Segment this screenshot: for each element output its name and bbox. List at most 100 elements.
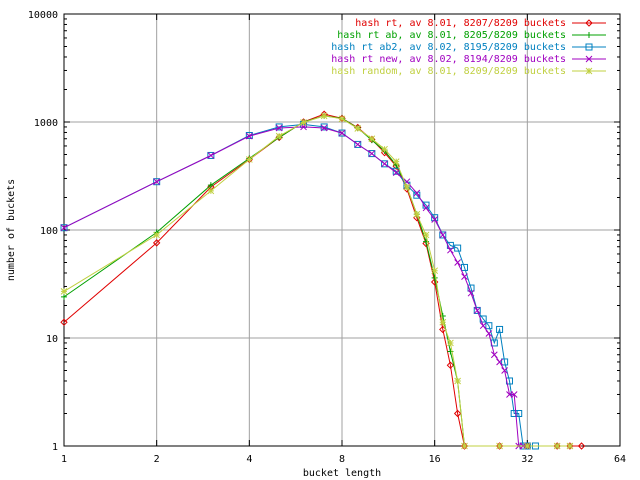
data-point bbox=[461, 442, 468, 450]
data-point bbox=[585, 67, 593, 75]
series-2 bbox=[61, 112, 573, 449]
data-point bbox=[496, 325, 504, 333]
data-point bbox=[207, 152, 215, 159]
data-point bbox=[392, 169, 400, 176]
data-point bbox=[454, 259, 461, 266]
data-point bbox=[338, 115, 346, 123]
data-point bbox=[473, 307, 481, 314]
legend-label: hash rt, av 8.01, 8207/8209 buckets bbox=[355, 18, 566, 29]
data-point bbox=[460, 263, 468, 271]
data-point bbox=[431, 274, 438, 281]
y-tick-label: 100 bbox=[40, 226, 58, 237]
data-point bbox=[447, 246, 454, 254]
data-point bbox=[338, 129, 346, 137]
data-point bbox=[585, 19, 593, 27]
data-point bbox=[381, 160, 388, 168]
x-tick-label: 2 bbox=[154, 454, 160, 465]
x-tick-label: 8 bbox=[339, 454, 345, 465]
data-point bbox=[454, 377, 461, 385]
data-point bbox=[501, 367, 508, 374]
data-point bbox=[354, 125, 362, 132]
data-point bbox=[439, 318, 447, 326]
data-point bbox=[439, 231, 447, 239]
series-line bbox=[63, 113, 582, 447]
data-point bbox=[153, 178, 161, 186]
data-point bbox=[368, 150, 376, 158]
data-point bbox=[153, 231, 161, 239]
data-point bbox=[413, 191, 421, 199]
data-point bbox=[354, 140, 362, 148]
data-point bbox=[422, 231, 430, 239]
legend-label: hash random, av 8.01, 8209/8209 buckets bbox=[331, 66, 566, 77]
y-tick-label: 10 bbox=[46, 334, 58, 345]
data-point bbox=[320, 123, 328, 131]
data-point bbox=[207, 187, 215, 195]
data-point bbox=[496, 442, 503, 450]
data-point bbox=[338, 129, 346, 137]
data-point bbox=[446, 241, 454, 249]
data-point bbox=[467, 289, 475, 297]
data-point bbox=[60, 224, 68, 232]
axis-ticks: 1 2 4 8 16 32 64 1 10 100 1000 10000 bbox=[28, 10, 626, 465]
data-point bbox=[496, 358, 503, 366]
data-point bbox=[510, 391, 518, 398]
data-point bbox=[431, 214, 439, 222]
data-point bbox=[61, 293, 67, 300]
x-tick-label: 32 bbox=[521, 454, 533, 465]
data-point bbox=[392, 167, 400, 175]
legend-label: hash rt new, av 8.02, 8194/8209 buckets bbox=[331, 54, 566, 65]
data-point bbox=[485, 322, 493, 330]
data-point bbox=[461, 273, 468, 280]
data-point bbox=[585, 55, 593, 63]
y-axis-label: number of buckets bbox=[6, 179, 17, 281]
data-point bbox=[553, 442, 561, 450]
data-point bbox=[368, 135, 376, 143]
data-point bbox=[403, 183, 411, 191]
data-point bbox=[431, 216, 439, 223]
data-point bbox=[207, 182, 214, 189]
data-point bbox=[479, 322, 487, 330]
data-point bbox=[275, 124, 283, 132]
x-tick-label: 4 bbox=[246, 454, 252, 465]
data-point bbox=[413, 210, 421, 218]
data-point bbox=[368, 150, 376, 157]
data-point bbox=[413, 189, 421, 197]
data-point bbox=[152, 239, 161, 247]
data-point bbox=[446, 361, 455, 369]
data-point bbox=[381, 160, 389, 168]
data-point bbox=[300, 119, 307, 126]
data-point bbox=[439, 312, 446, 319]
series-group bbox=[60, 110, 586, 450]
data-point bbox=[392, 158, 400, 165]
data-point bbox=[431, 267, 439, 275]
data-point bbox=[473, 306, 481, 314]
series-1 bbox=[60, 110, 586, 450]
data-point bbox=[439, 231, 447, 239]
legend-label: hash rt ab2, av 8.02, 8195/8209 buckets bbox=[331, 42, 566, 53]
data-point bbox=[403, 178, 411, 186]
series-3 bbox=[60, 120, 539, 450]
data-point bbox=[245, 132, 253, 140]
y-tick-label: 1000 bbox=[34, 118, 58, 129]
data-point bbox=[275, 132, 283, 140]
x-tick-label: 16 bbox=[429, 454, 441, 465]
data-point bbox=[447, 339, 454, 347]
data-point bbox=[207, 151, 215, 159]
series-4 bbox=[60, 123, 531, 450]
data-point bbox=[354, 141, 362, 148]
legend-label: hash rt ab, av 8.01, 8205/8209 buckets bbox=[337, 30, 566, 41]
data-point bbox=[490, 351, 498, 359]
y-tick-label: 1 bbox=[52, 442, 58, 453]
data-point bbox=[485, 330, 493, 337]
data-point bbox=[467, 284, 475, 292]
data-point bbox=[320, 124, 328, 132]
data-point bbox=[422, 204, 430, 212]
legend: hash rt, av 8.01, 8207/8209 bucketshash … bbox=[331, 18, 606, 77]
series-line bbox=[63, 123, 536, 447]
data-point bbox=[381, 145, 388, 153]
data-point bbox=[153, 178, 161, 186]
grid bbox=[64, 14, 620, 446]
data-point bbox=[275, 123, 283, 131]
data-point bbox=[586, 32, 592, 38]
x-tick-label: 64 bbox=[614, 454, 626, 465]
